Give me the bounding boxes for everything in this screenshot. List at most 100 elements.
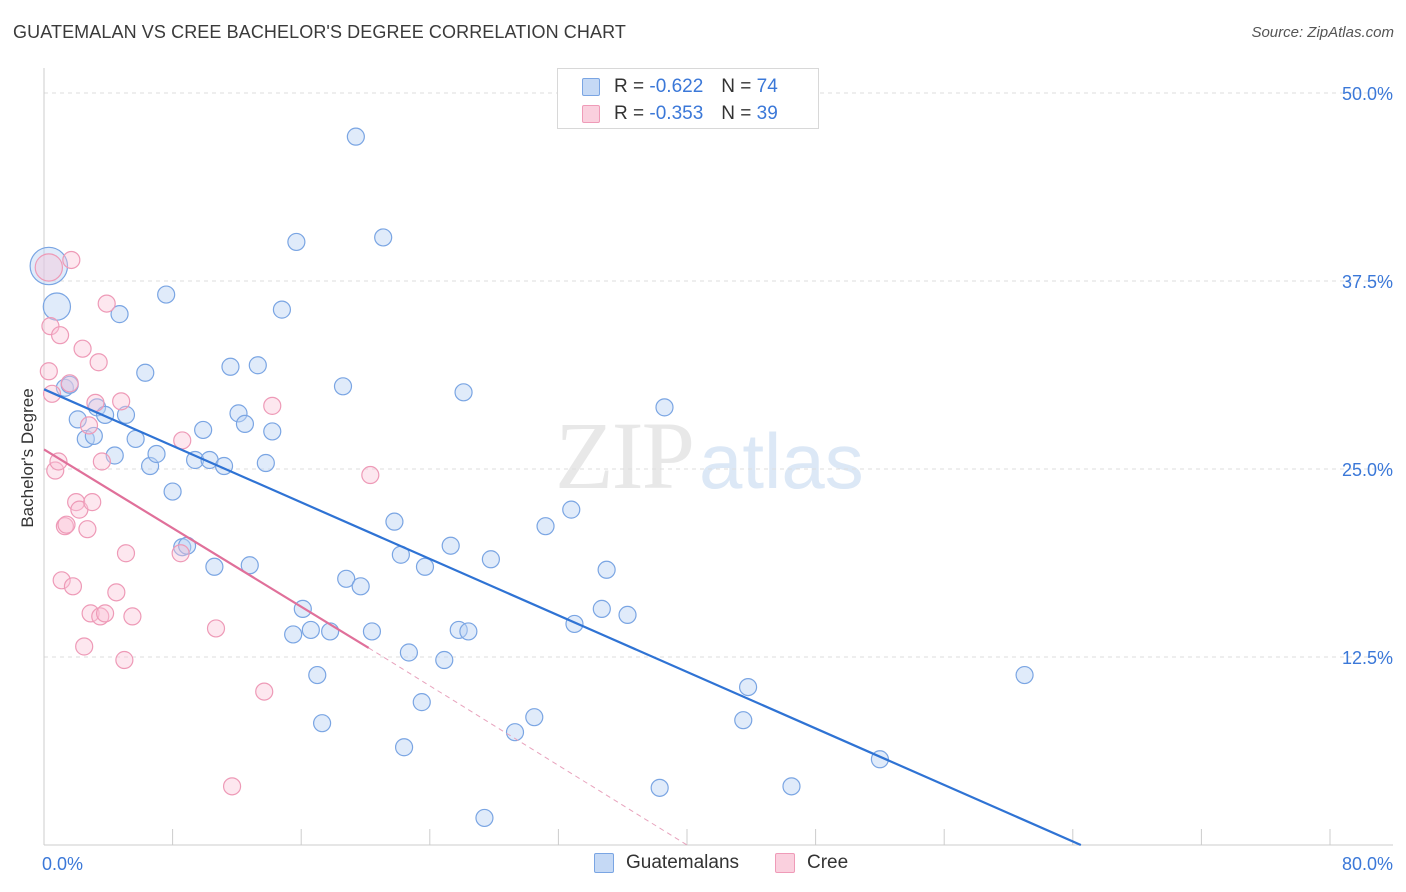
cree-trendline-extension	[368, 647, 688, 846]
guatemalans-point-49	[399, 643, 419, 662]
cree-point-20	[83, 493, 102, 512]
guatemalans-point-64	[592, 599, 611, 618]
guatemalans-point-53	[441, 536, 460, 555]
x-tick-label-0: 0.0%	[42, 854, 83, 874]
guatemalans-point-29	[248, 356, 267, 375]
cree-point-9	[57, 515, 76, 534]
guatemalans-point-52	[435, 650, 454, 670]
guatemalans-point-31	[263, 422, 282, 441]
guatemalans-point-45	[374, 228, 393, 247]
cree-point-30	[116, 544, 136, 563]
cree-point-10	[60, 374, 79, 393]
points-layer	[29, 127, 1034, 828]
cree-trendline	[43, 448, 370, 649]
axis-layer	[43, 68, 1393, 846]
guatemalans-point-16	[157, 285, 176, 304]
y-tick-label-3: 50.0%	[1342, 84, 1393, 104]
cree-point-6	[50, 326, 70, 345]
guatemalans-point-71	[782, 777, 801, 796]
guatemalans-point-10	[110, 305, 129, 324]
stats-legend: R = -0.622 N = 74 R = -0.353 N = 39	[557, 68, 819, 129]
guatemalans-point-40	[333, 377, 353, 396]
cree-point-31	[123, 607, 142, 626]
guatemalans-point-44	[362, 622, 382, 641]
cree-point-16	[75, 637, 94, 656]
guatemalans-swatch	[582, 78, 600, 96]
label-layer: 12.5% 25.0% 37.5% 50.0% 0.0% 80.0% Bachelor's …	[18, 84, 1393, 874]
guatemalans-trendline	[43, 388, 1082, 847]
guatemalans-point-56	[459, 622, 478, 641]
cree-point-23	[91, 607, 110, 626]
guatemalans-point-11	[116, 405, 136, 424]
cree-point-32	[171, 544, 190, 563]
guatemalans-point-43	[351, 577, 370, 596]
guatemalans-point-48	[394, 738, 414, 757]
guatemalans-point-38	[312, 714, 332, 733]
guatemalans-point-46	[385, 512, 404, 531]
trend-layer	[43, 388, 1082, 847]
n-label: N =	[721, 76, 752, 97]
guatemalans-point-21	[194, 420, 213, 440]
guatemalans-point-34	[287, 232, 306, 252]
cree-point-26	[97, 294, 116, 313]
guatemalans-point-68	[655, 398, 674, 417]
guatemalans-point-30	[256, 453, 275, 473]
cree-n-value: 39	[756, 103, 778, 124]
guatemalans-point-66	[618, 605, 637, 625]
guatemalans-point-59	[505, 723, 525, 742]
watermark: ZIPatlas	[555, 400, 864, 511]
r-label: R =	[614, 103, 645, 124]
guatemalans-point-54	[449, 620, 468, 640]
guatemalans-r-value: -0.622	[649, 76, 704, 97]
cree-point-18	[79, 416, 99, 435]
guatemalans-point-65	[597, 560, 616, 579]
cree-r-value: -0.353	[649, 103, 704, 124]
guatemalans-point-62	[562, 500, 581, 519]
stats-legend-row-guatemalans: R = -0.622 N = 74	[582, 74, 778, 100]
cree-point-27	[107, 583, 126, 602]
cree-point-0	[34, 253, 64, 282]
guatemalans-n-value: 74	[756, 76, 778, 97]
guatemalans-point-26	[229, 404, 248, 423]
guatemalans-point-1	[42, 292, 72, 321]
cree-point-11	[62, 250, 81, 270]
guatemalans-point-33	[284, 625, 303, 644]
legend-item-cree[interactable]: Cree	[775, 852, 848, 874]
watermark-atlas: atlas	[699, 417, 864, 505]
series-legend: Guatemalans Cree	[0, 852, 1406, 878]
guatemalans-point-60	[525, 708, 544, 727]
cree-point-36	[255, 682, 274, 701]
guatemalans-point-15	[147, 444, 166, 464]
guatemalans-point-67	[650, 778, 669, 797]
guatemalans-point-51	[415, 557, 435, 576]
guatemalans-legend-label: Guatemalans	[626, 852, 740, 873]
y-tick-label-1: 25.0%	[1342, 460, 1393, 480]
y-tick-label-0: 12.5%	[1342, 648, 1393, 668]
guatemalans-legend-swatch	[594, 853, 614, 873]
guatemalans-point-13	[136, 363, 155, 382]
cree-point-12	[63, 577, 83, 596]
y-axis-label: Bachelor's Degree	[18, 388, 37, 527]
cree-point-22	[89, 353, 108, 372]
cree-point-24	[92, 452, 111, 471]
n-label: N =	[721, 103, 752, 124]
stats-legend-row-cree: R = -0.353 N = 39	[582, 101, 778, 127]
guatemalans-point-73	[1015, 665, 1034, 685]
guatemalans-point-28	[240, 556, 259, 575]
guatemalans-point-70	[738, 677, 758, 697]
cree-point-17	[78, 520, 97, 539]
watermark-zip: ZIP	[555, 402, 695, 509]
cree-legend-label: Cree	[807, 852, 849, 873]
guatemalans-point-25	[221, 357, 240, 376]
cree-legend-swatch	[775, 853, 795, 873]
guatemalans-point-57	[475, 808, 494, 828]
legend-item-guatemalans[interactable]: Guatemalans	[594, 852, 739, 874]
guatemalans-point-4	[68, 410, 87, 429]
guatemalans-point-42	[346, 127, 365, 146]
cree-point-25	[95, 604, 115, 623]
guatemalans-point-61	[536, 517, 555, 536]
cree-point-7	[52, 571, 71, 590]
cree-point-37	[263, 396, 282, 415]
guatemalans-point-69	[734, 711, 753, 730]
